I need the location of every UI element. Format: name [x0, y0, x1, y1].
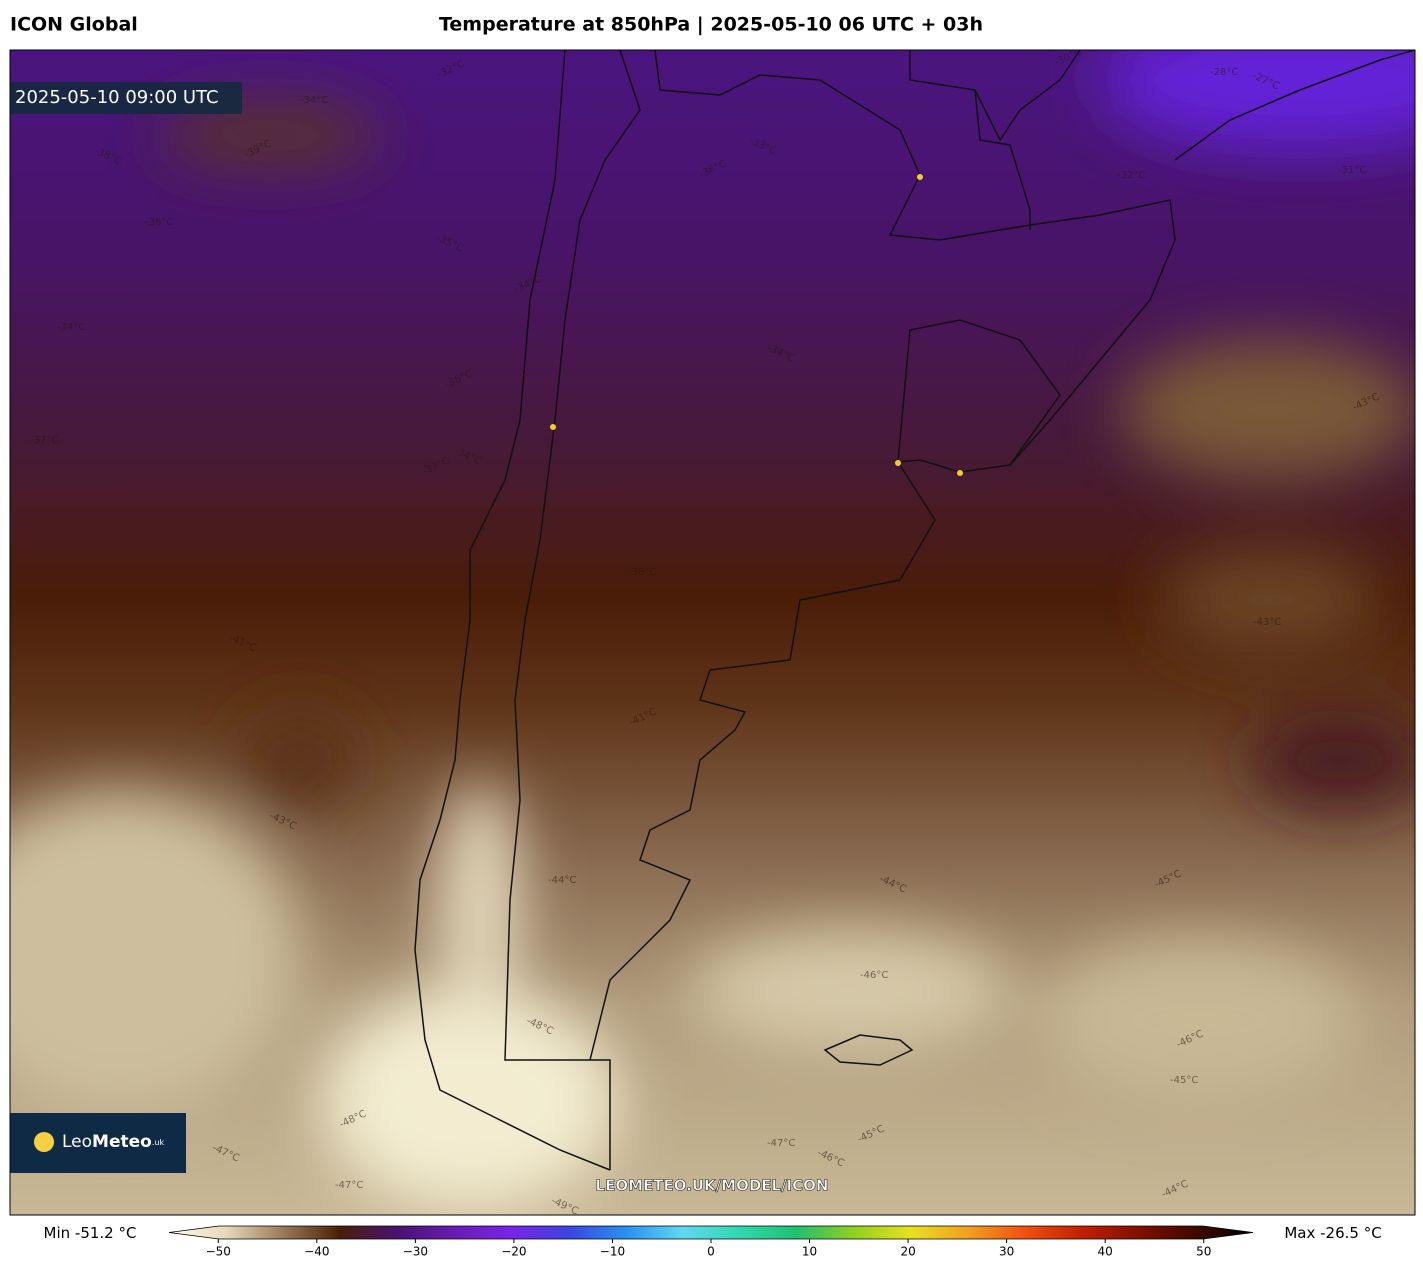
- contour-label: -32°C: [1117, 170, 1145, 181]
- colorbar-tick-label: 40: [1098, 1245, 1113, 1259]
- contour-label: -45°C: [1170, 1075, 1198, 1086]
- max-label: Max -26.5 °C: [1284, 1224, 1381, 1242]
- colorbar-tick-label: 20: [900, 1245, 915, 1259]
- max-value: -26.5: [1320, 1224, 1359, 1242]
- contour-label: -31°C: [1338, 165, 1366, 176]
- contour-label: -38°C: [628, 567, 656, 578]
- logo-prefix: Leo: [62, 1132, 92, 1152]
- valid-time: 2025-05-10 09:00 UTC: [15, 87, 219, 108]
- min-label: Min -51.2 °C: [44, 1224, 137, 1242]
- contour-label: -46°C: [860, 970, 888, 981]
- logo-sun: [34, 1132, 54, 1152]
- colorbar-tick-label: −20: [501, 1245, 526, 1259]
- contour-label: -34°C: [57, 322, 85, 333]
- watermark: LEOMETEO.UK/MODEL/ICON: [596, 1177, 829, 1195]
- coastlines: [414, 50, 1415, 1171]
- contour-label: -47°C: [767, 1138, 795, 1149]
- map-frame: [9, 49, 1416, 1216]
- map-area: -32°C-34°C-38°C -39°C-36°C-35°C-34°C-34°C…: [10, 50, 1415, 1215]
- logo-suffix: .uk: [152, 1138, 165, 1147]
- contour-label: -43°C: [1253, 617, 1281, 628]
- contour-label: -36°C: [145, 217, 173, 228]
- colorbar-body: [168, 1225, 1254, 1240]
- colorbar-tick-label: −40: [304, 1245, 329, 1259]
- max-word: Max: [1284, 1224, 1315, 1242]
- time-badge: [10, 82, 242, 114]
- contour-label: -34°C: [300, 95, 328, 106]
- contour-label: -47°C: [335, 1180, 363, 1191]
- colorbar-tick-label: 50: [1196, 1245, 1211, 1259]
- temperature-blobs: [10, 50, 1415, 1210]
- min-value: -51.2: [75, 1224, 114, 1242]
- model-name: ICON Global: [10, 14, 138, 36]
- contour-label: -44°C: [548, 875, 576, 886]
- contour-label: -28°C: [1210, 67, 1238, 78]
- colorbar-tick-label: −10: [600, 1245, 625, 1259]
- logo-name: Meteo: [92, 1132, 152, 1152]
- contour-label: -37°C: [30, 435, 58, 446]
- min-word: Min: [44, 1224, 71, 1242]
- colorbar-tick-label: 30: [999, 1245, 1014, 1259]
- colorbar-tick-label: −30: [403, 1245, 428, 1259]
- map-title: Temperature at 850hPa | 2025-05-10 06 UT…: [439, 14, 983, 36]
- colorbar-tick-label: 10: [802, 1245, 817, 1259]
- colorbar-tick-label: 0: [707, 1245, 715, 1259]
- min-unit: °C: [119, 1224, 137, 1242]
- colorbar-tick-label: −50: [206, 1245, 231, 1259]
- logo-text: LeoMeteo.uk: [62, 1132, 164, 1152]
- max-unit: °C: [1364, 1224, 1382, 1242]
- colorbar: −50 −40 −30 −20 −10 0 10 20 30 40 50: [168, 1225, 1254, 1259]
- city-dots: [550, 174, 963, 476]
